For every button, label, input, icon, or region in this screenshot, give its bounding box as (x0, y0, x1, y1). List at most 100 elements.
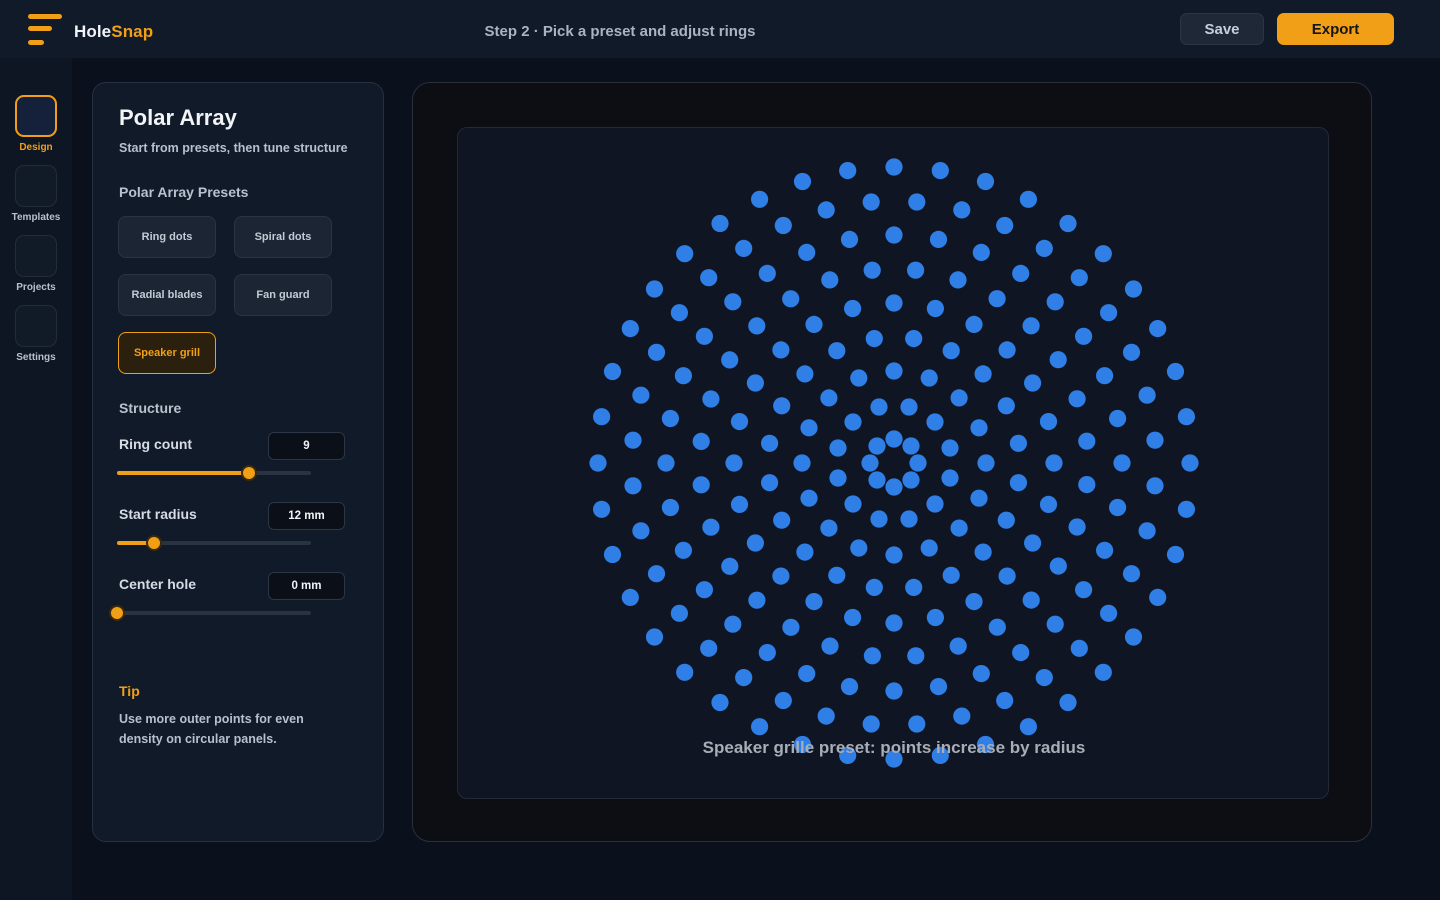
start-radius-input[interactable]: 12 mm (268, 502, 345, 530)
hole-dot (920, 539, 938, 557)
preset-spiral-dots[interactable]: Spiral dots (234, 216, 332, 258)
start-radius-slider[interactable] (117, 535, 311, 551)
hole-dot (1109, 498, 1127, 517)
hole-dot (724, 293, 742, 311)
rail-item-templates[interactable]: Templates (0, 165, 72, 223)
hole-dot (1149, 588, 1167, 606)
hole-dot (1094, 245, 1112, 263)
hole-dot (885, 158, 903, 176)
hole-dot (800, 419, 818, 437)
tip-title: Tip (119, 683, 140, 699)
hole-dot (772, 567, 790, 585)
rail-item-label: Templates (11, 212, 61, 223)
hole-dot (692, 476, 710, 494)
hole-dot (676, 245, 694, 263)
preset-fan-guard[interactable]: Fan guard (234, 274, 332, 316)
hole-dot (862, 193, 880, 211)
hole-dot (931, 746, 949, 765)
hole-dot (1049, 557, 1067, 575)
hole-dot (949, 637, 967, 655)
hole-dot (805, 593, 823, 611)
hole-dot (828, 566, 846, 584)
preview-caption: Speaker grille preset: points increase b… (702, 738, 1086, 757)
hole-dot (1109, 409, 1127, 428)
hole-dot (1046, 615, 1064, 633)
hole-dot (988, 290, 1006, 308)
hole-dot (941, 469, 959, 487)
hole-dot (1046, 293, 1064, 311)
start-radius-label: Start radius (119, 506, 197, 522)
hole-dot (758, 644, 776, 662)
hole-dot (751, 190, 769, 208)
hole-dot (862, 715, 880, 733)
rail-item-projects[interactable]: Projects (0, 235, 72, 293)
hole-dot (844, 608, 862, 627)
hole-dot (1070, 269, 1088, 287)
hole-dot (793, 735, 812, 754)
hole-dot (751, 718, 769, 736)
hole-dot (1024, 374, 1042, 392)
hole-dot (773, 511, 791, 529)
center-hole-slider[interactable] (109, 605, 311, 621)
hole-dot (645, 628, 664, 646)
hole-dot (863, 261, 881, 279)
hole-dot (782, 618, 800, 636)
slider-handle[interactable] (145, 535, 162, 551)
hole-dot (941, 439, 959, 457)
hole-dot (735, 239, 753, 257)
hole-dot (761, 474, 779, 492)
nav-rail: Design Templates Projects Settings (0, 58, 72, 900)
brand-name-part1: Hole (74, 22, 112, 41)
center-hole-input[interactable]: 0 mm (268, 572, 345, 600)
hole-dot (900, 398, 918, 416)
preset-speaker-grill[interactable]: Speaker grill (118, 332, 216, 374)
hole-dot (692, 432, 710, 450)
panel-title: Polar Array (119, 105, 237, 130)
hole-dot (997, 511, 1015, 529)
hole-dot (1009, 434, 1027, 452)
hole-dot (603, 545, 622, 564)
hole-dot (905, 330, 923, 348)
slider-handle[interactable] (109, 605, 125, 621)
save-button[interactable]: Save (1180, 13, 1264, 45)
hole-dot (988, 618, 1006, 636)
preview-canvas[interactable]: Speaker grille preset: points increase b… (412, 82, 1372, 842)
hole-dot (1122, 565, 1141, 583)
hole-dot (724, 615, 742, 633)
hole-dot (761, 434, 779, 452)
rail-item-design[interactable]: Design (0, 95, 72, 153)
hole-dot (953, 201, 971, 219)
hole-dot (920, 369, 938, 387)
top-bar: HoleSnap Step 2 · Pick a preset and adju… (0, 0, 1440, 58)
slider-handle[interactable] (240, 465, 257, 481)
preset-ring-dots[interactable]: Ring dots (118, 216, 216, 258)
hole-dot (820, 519, 838, 537)
hole-dot (970, 419, 988, 437)
hole-dot (1009, 474, 1027, 492)
rail-item-settings[interactable]: Settings (0, 305, 72, 363)
hole-dot (774, 691, 792, 710)
hole-dot (721, 557, 739, 575)
hole-dot (798, 243, 816, 261)
hole-dot (1138, 522, 1156, 540)
hole-dot (839, 746, 857, 765)
hole-dot (885, 430, 903, 448)
hole-dot (695, 581, 713, 599)
hole-dot (670, 304, 688, 322)
hole-dot (840, 230, 859, 248)
export-button[interactable]: Export (1277, 13, 1394, 45)
hole-dot (828, 342, 846, 360)
hole-dot (1124, 628, 1143, 646)
hole-dot (735, 669, 753, 687)
hole-dot (950, 389, 968, 407)
settings-icon (15, 305, 57, 347)
hole-dot (868, 471, 886, 489)
rail-item-label: Design (19, 142, 53, 153)
hole-dot (1166, 545, 1185, 564)
hole-dot (758, 264, 776, 282)
ring-count-slider[interactable] (117, 465, 311, 481)
slider-fill (117, 471, 249, 475)
ring-count-input[interactable]: 9 (268, 432, 345, 460)
preset-radial-blades[interactable]: Radial blades (118, 274, 216, 316)
panel-preview[interactable]: Speaker grille preset: points increase b… (457, 127, 1329, 799)
